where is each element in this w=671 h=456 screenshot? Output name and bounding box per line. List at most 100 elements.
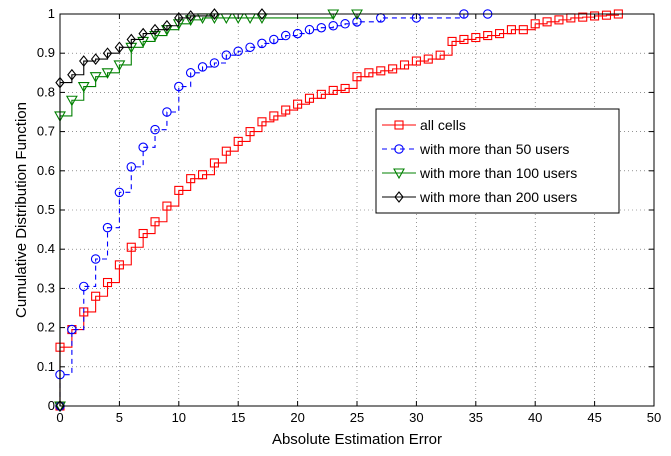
series-layer (54, 8, 623, 413)
legend-marker (394, 191, 404, 203)
data-point (435, 50, 445, 60)
data-point (269, 34, 279, 45)
data-point (150, 217, 160, 227)
data-point (77, 81, 90, 93)
legend-item: with more than 100 users (382, 165, 577, 181)
data-point (280, 30, 291, 41)
data-point (423, 54, 433, 64)
x-axis-label: Absolute Estimation Error (272, 431, 442, 448)
data-point (209, 8, 220, 20)
data-point (138, 142, 148, 153)
ticks: 0 5 10 15 20 25 30 35 40 45 50 0 0.1 0.2 0.3 0.4 0.5 0.6 0… (37, 6, 661, 425)
y-tick-label: 1 (48, 6, 55, 21)
y-tick-label: 0.3 (37, 280, 55, 295)
data-point (174, 12, 184, 24)
data-point (364, 68, 374, 78)
series-line (59, 13, 357, 406)
data-point (388, 64, 398, 74)
x-tick-label: 5 (116, 410, 123, 425)
data-point (185, 68, 196, 78)
data-point (221, 146, 231, 156)
data-point (209, 158, 219, 168)
data-point (328, 85, 338, 95)
data-point (352, 72, 362, 82)
data-point (162, 201, 172, 211)
legend-marker (393, 168, 405, 180)
data-point (245, 127, 255, 137)
legend-label: with more than 50 users (419, 141, 569, 157)
data-point (459, 34, 469, 45)
x-tick-label: 50 (647, 410, 661, 425)
x-tick-label: 40 (528, 410, 542, 425)
data-point (114, 41, 125, 54)
data-point (292, 28, 303, 39)
data-point (257, 8, 267, 20)
data-point (221, 50, 232, 60)
data-point (542, 17, 552, 27)
data-point (233, 136, 243, 146)
series-line (59, 13, 262, 406)
data-point (471, 32, 481, 43)
data-point (304, 93, 315, 103)
data-point (102, 222, 113, 233)
y-tick-label: 0.4 (37, 241, 55, 256)
series-4 (55, 8, 267, 412)
data-point (233, 46, 243, 56)
data-point (316, 89, 326, 99)
data-point (126, 162, 137, 172)
data-point (518, 25, 528, 35)
data-point (101, 68, 114, 79)
x-tick-label: 10 (172, 410, 186, 425)
data-point (150, 23, 160, 36)
data-point (281, 105, 291, 115)
data-point-origin (55, 400, 65, 412)
data-point (447, 36, 457, 46)
data-point (174, 81, 184, 92)
data-point (483, 31, 493, 41)
legend-box (375, 108, 620, 214)
data-point (530, 19, 540, 29)
data-point (316, 22, 327, 33)
legend-item: with more than 50 users (382, 141, 569, 157)
data-point (209, 58, 220, 68)
data-point (102, 47, 113, 60)
data-point (601, 10, 612, 20)
y-tick-label: 0 (48, 398, 55, 413)
data-point (554, 15, 564, 25)
data-point (126, 33, 136, 46)
legend: all cells with more than 50 users with mor… (375, 108, 620, 214)
data-point (79, 55, 89, 67)
y-axis-label: Cumulative Distribution Function (13, 102, 30, 318)
data-point (162, 107, 172, 117)
data-point (578, 12, 588, 22)
data-point (65, 95, 78, 107)
data-point (67, 68, 77, 81)
data-point (506, 25, 516, 35)
data-point (293, 99, 303, 109)
series-1 (55, 9, 623, 411)
x-tick-label: 30 (409, 410, 423, 425)
data-point (328, 21, 338, 31)
y-tick-label: 0.6 (37, 163, 55, 178)
data-point (138, 27, 148, 40)
data-point (269, 111, 279, 121)
legend-marker (394, 120, 404, 130)
data-point (245, 42, 255, 53)
x-tick-label: 35 (469, 410, 483, 425)
data-point (198, 170, 208, 180)
legend-item: all cells (382, 117, 466, 133)
data-point (376, 66, 386, 76)
data-point (257, 38, 267, 49)
x-tick-label: 0 (56, 410, 63, 425)
data-point (138, 228, 148, 239)
legend-label: with more than 100 users (419, 165, 577, 181)
data-point (162, 19, 172, 32)
x-tick-label: 45 (587, 410, 601, 425)
x-tick-label: 25 (350, 410, 364, 425)
legend-label: all cells (420, 117, 466, 133)
data-point (91, 291, 101, 301)
legend-label: with more than 200 users (419, 189, 577, 205)
y-tick-label: 0.2 (37, 320, 55, 335)
data-point (186, 174, 196, 184)
